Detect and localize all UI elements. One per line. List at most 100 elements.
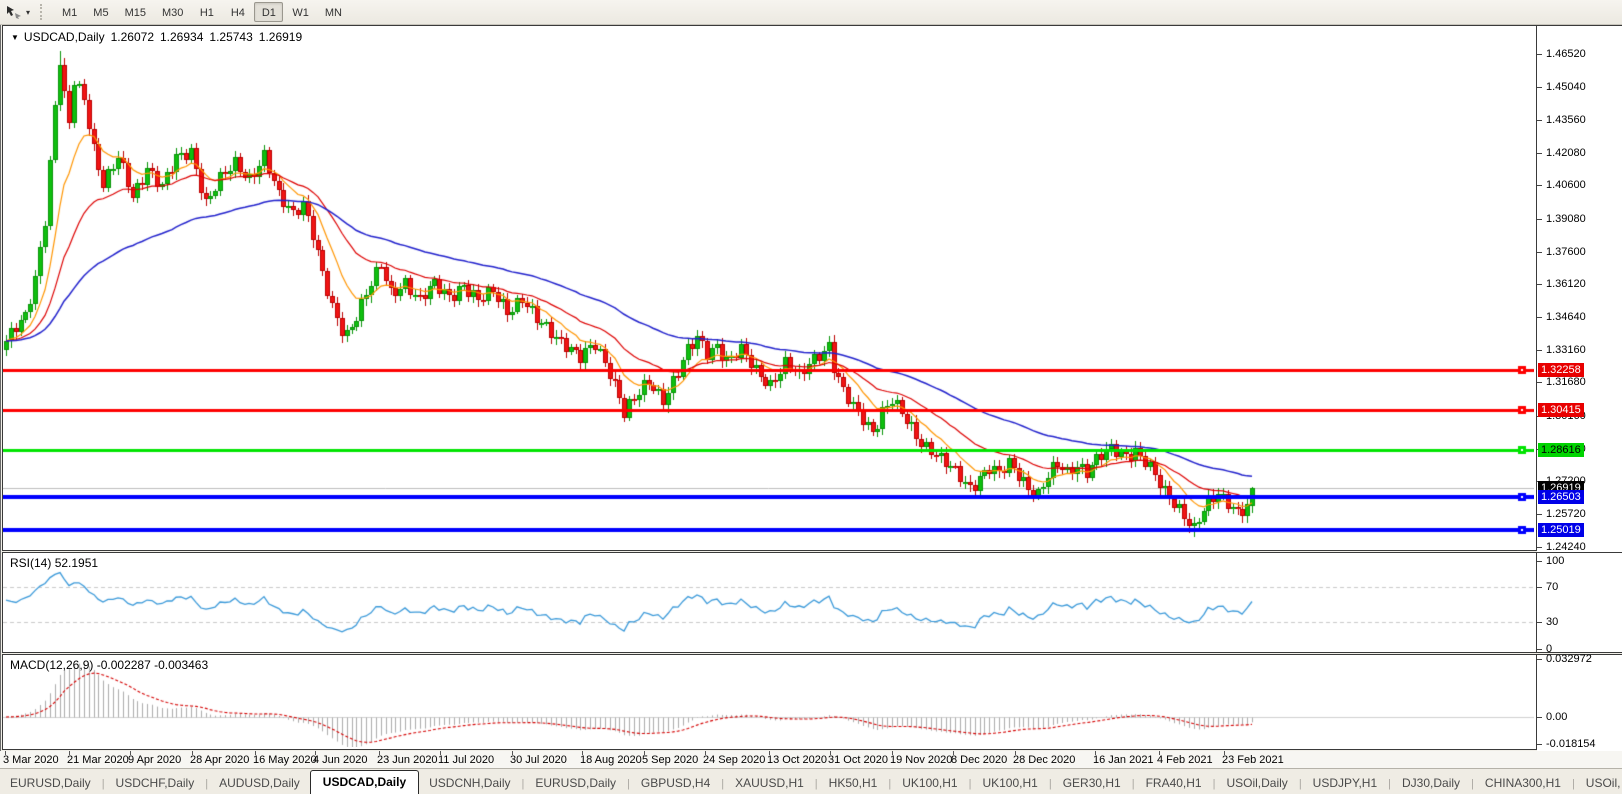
timeframe-button-h1[interactable]: H1	[192, 2, 221, 22]
tab-usoil-daily[interactable]: USOil,Daily	[1226, 776, 1288, 790]
price-tick	[1537, 717, 1542, 718]
tab-china300-h1[interactable]: CHINA300,H1	[1484, 776, 1561, 790]
time-tick-label: 3 Mar 2020	[3, 754, 59, 766]
tab-separator: |	[1212, 778, 1216, 790]
price-tick-label: 1.40600	[1546, 179, 1586, 192]
price-tick-label-macd: 0.032972	[1546, 653, 1592, 665]
timeframe-button-h4[interactable]: H4	[223, 2, 252, 22]
ohlc-high: 1.26934	[160, 30, 204, 44]
chart-tabs: EURUSD,Daily | USDCHF,Daily | AUDUSD,Daily US…	[0, 770, 1622, 794]
tab-uk100-h1[interactable]: UK100,H1	[982, 776, 1038, 790]
tab-separator: |	[721, 778, 725, 790]
axis-section	[1537, 25, 1622, 553]
price-tick-label-macd: -0.018154	[1546, 738, 1596, 750]
time-tick-label: 28 Dec 2020	[1013, 754, 1076, 766]
time-tick-label: 13 Oct 2020	[767, 754, 827, 766]
rsi-name: RSI(14)	[10, 556, 52, 570]
timeframe-button-d1[interactable]: D1	[254, 2, 284, 22]
time-tick-label: 28 Apr 2020	[190, 754, 250, 766]
price-tick-label: 1.25720	[1546, 508, 1586, 521]
price-tick	[1537, 185, 1542, 187]
tab-eurusd-daily[interactable]: EURUSD,Daily	[10, 776, 91, 790]
main-chart-panel: ▼ USDCAD,Daily 1.26072 1.26934 1.25743 1.2691…	[2, 25, 1537, 551]
timeframe-button-m30[interactable]: M30	[155, 2, 190, 22]
timeframe-button-m15[interactable]: M15	[118, 2, 153, 22]
price-tick-label: 1.45040	[1546, 81, 1586, 94]
timeframe-button-w1[interactable]: W1	[285, 2, 316, 22]
price-tick	[1537, 251, 1542, 253]
price-tick-label: 1.36120	[1546, 278, 1586, 291]
chart-symbol-period: USDCAD,Daily	[23, 30, 105, 44]
price-tick	[1537, 382, 1542, 384]
time-axis[interactable]: 3 Mar 2020 21 Mar 2020 9 Apr 2020 28 Apr 20…	[0, 751, 1622, 768]
chart-title-collapse-icon[interactable]: ▼	[11, 33, 19, 42]
price-tick	[1537, 54, 1542, 56]
timeframe-button-mn[interactable]: MN	[318, 2, 349, 22]
time-tick	[69, 751, 70, 755]
tab-fra40-h1[interactable]: FRA40,H1	[1145, 776, 1202, 790]
tab-ger30-h1[interactable]: GER30,H1	[1062, 776, 1121, 790]
time-tick	[379, 751, 380, 755]
macd-canvas[interactable]	[3, 655, 1534, 747]
chart-pointer-tool-icon[interactable]	[4, 3, 24, 21]
time-tick-label: 16 May 2020	[253, 754, 317, 766]
price-tick-label: 1.34640	[1546, 311, 1586, 323]
macd-label: MACD(12,26,9) -0.002287 -0.003463	[10, 658, 208, 672]
price-marker-label: 1.28616	[1538, 443, 1584, 458]
price-tick-label: 1.39080	[1546, 212, 1586, 225]
price-tick-label-macd: 0.00	[1546, 711, 1568, 723]
price-tick-label-rsi: 30	[1546, 616, 1559, 629]
toolbar-grip	[40, 4, 46, 20]
price-tick-label-rsi: 70	[1546, 580, 1559, 593]
price-axis[interactable]: 1.46520 1.45040 1.43560 1.42080 1.40600 1.390…	[1537, 25, 1622, 752]
timeframe-buttons: M1 M5 M15 M30 H1 H4 D1 W1 MN	[54, 2, 350, 22]
tab-separator: |	[521, 778, 525, 790]
price-tick-label: 1.37600	[1546, 245, 1586, 258]
time-tick-label: 23 Feb 2021	[1222, 754, 1284, 766]
tab-dj30-daily[interactable]: DJ30,Daily	[1402, 776, 1461, 790]
price-tick	[1537, 317, 1542, 318]
time-tick	[1159, 751, 1160, 755]
time-tick-label: 31 Oct 2020	[828, 754, 888, 766]
time-tick	[830, 751, 831, 755]
tab-eurusd-daily[interactable]: EURUSD,Daily	[535, 776, 617, 790]
tab-usdcnh-daily[interactable]: USDCNH,Daily	[429, 776, 511, 790]
price-tick	[1537, 659, 1542, 660]
price-marker-label: 1.25019	[1538, 522, 1584, 537]
tab-separator: |	[205, 778, 209, 790]
rsi-canvas[interactable]	[3, 553, 1534, 650]
tab-gbpusd-h4[interactable]: GBPUSD,H4	[640, 776, 711, 790]
tab-xauusd-h1[interactable]: XAUUSD,H1	[735, 776, 804, 790]
tab-separator: |	[101, 778, 105, 790]
rsi-label: RSI(14) 52.1951	[10, 556, 98, 570]
main-chart-canvas[interactable]	[3, 26, 1534, 548]
tab-uk100-h1[interactable]: UK100,H1	[902, 776, 958, 790]
tab-usdcad-daily[interactable]: USDCAD,Daily	[309, 770, 420, 794]
timeframe-button-m1[interactable]: M1	[55, 2, 84, 22]
macd-indicator-panel: MACD(12,26,9) -0.002287 -0.003463	[2, 654, 1537, 750]
tab-usdchf-daily[interactable]: USDCHF,Daily	[115, 776, 195, 790]
price-tick	[1537, 514, 1542, 516]
time-tick-label: 4 Feb 2021	[1157, 754, 1213, 766]
ohlc-close: 1.26919	[258, 30, 303, 44]
time-tick	[644, 751, 645, 755]
time-tick-label: 16 Jan 2021	[1093, 754, 1154, 766]
timeframe-toolbar: ▾ M1 M5 M15 M30 H1 H4 D1 W1 MN	[0, 0, 1622, 25]
pointer-tool-dropdown-caret[interactable]: ▾	[26, 7, 31, 17]
tab-separator: |	[627, 778, 630, 790]
price-tick	[1537, 622, 1542, 624]
time-tick	[315, 751, 316, 755]
price-tick	[1537, 119, 1542, 121]
tab-hk50-h1[interactable]: HK50,H1	[828, 776, 878, 790]
time-tick-label: 11 Jul 2020	[438, 754, 495, 766]
tab-audusd-daily[interactable]: AUDUSD,Daily	[219, 776, 300, 790]
price-tick	[1537, 560, 1542, 562]
rsi-indicator-panel: RSI(14) 52.1951	[2, 552, 1537, 653]
timeframe-button-m5[interactable]: M5	[86, 2, 115, 22]
tab-usoil-[interactable]: USOil,	[1585, 776, 1621, 790]
price-tick	[1537, 744, 1542, 745]
chart-tab-bar: EURUSD,Daily | USDCHF,Daily | AUDUSD,Daily US…	[0, 768, 1622, 794]
tab-usdjpy-h1[interactable]: USDJPY,H1	[1312, 776, 1378, 790]
time-tick	[192, 751, 193, 755]
